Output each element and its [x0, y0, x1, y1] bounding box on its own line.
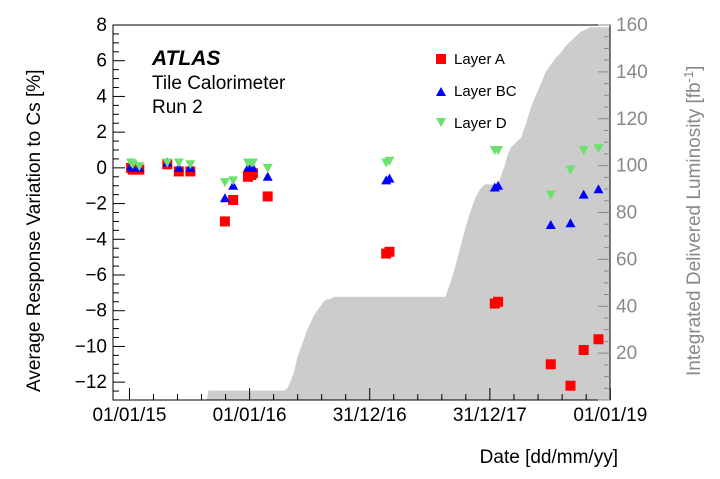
data-point-layer-bc: [219, 193, 230, 203]
data-point-layer-bc: [493, 180, 504, 190]
legend-label-layer-d: Layer D: [454, 115, 507, 132]
data-point-layer-a: [578, 345, 589, 355]
data-point-layer-bc: [384, 173, 395, 183]
legend-label-layer-bc: Layer BC: [454, 83, 517, 100]
data-point-layer-a: [262, 191, 273, 202]
legend: Layer A Layer BC Layer D: [436, 51, 517, 132]
data-point-layer-a: [247, 168, 258, 179]
x-tick-label: 31/12/16: [333, 405, 407, 426]
data-point-layer-d: [565, 165, 576, 175]
y-tick-label: −6: [85, 265, 107, 286]
data-point-layer-d: [228, 176, 239, 186]
data-points: [126, 144, 604, 391]
y2-axis-title: Integrated Delivered Luminosity [fb-1]: [681, 66, 705, 376]
x-tick-label: 01/01/16: [213, 405, 287, 426]
y-tick-label: −12: [75, 372, 107, 393]
luminosity-area: [113, 27, 610, 401]
y2-tick-label: 60: [616, 249, 637, 270]
y-tick-label: 4: [96, 86, 107, 107]
data-point-layer-d: [173, 158, 184, 168]
y-tick-label: −4: [85, 229, 107, 250]
legend-marker-layer-d: [436, 118, 446, 127]
y2-tick-label: 140: [616, 62, 648, 83]
data-point-layer-bc: [545, 220, 556, 229]
y2-axis-title-main: Integrated Delivered Luminosity [fb: [684, 82, 705, 376]
data-point-layer-bc: [565, 218, 576, 228]
y2-tick-label: 40: [616, 296, 637, 317]
data-point-layer-d: [384, 156, 395, 166]
data-point-layer-bc: [578, 189, 589, 199]
legend-marker-layer-a: [436, 54, 446, 64]
data-point-layer-bc: [593, 184, 604, 194]
data-point-layer-d: [593, 144, 604, 154]
data-point-layer-d: [185, 160, 196, 170]
axis-ticks: 86420−2−4−6−8−10−12204060801001201401600…: [75, 15, 648, 426]
legend-label-layer-a: Layer A: [454, 51, 505, 68]
data-point-layer-d: [578, 146, 589, 155]
y-tick-label: 8: [96, 15, 107, 36]
y2-tick-label: 80: [616, 203, 637, 224]
data-point-layer-d: [219, 178, 230, 188]
data-point-layer-d: [262, 163, 273, 173]
data-point-layer-a: [565, 380, 576, 391]
y-tick-label: 2: [96, 122, 107, 143]
data-point-layer-a: [493, 296, 504, 307]
y2-tick-label: 100: [616, 156, 648, 177]
x-axis-title: Date [dd/mm/yy]: [480, 447, 618, 468]
x-tick-label: 01/01/15: [92, 405, 166, 426]
y2-tick-label: 160: [616, 15, 648, 36]
data-point-layer-d: [493, 146, 504, 155]
data-point-layer-a: [228, 195, 239, 205]
y2-axis-title-close: ]: [684, 66, 705, 71]
y-tick-label: 0: [96, 158, 107, 179]
data-point-layer-d: [545, 190, 556, 200]
y-tick-label: 6: [96, 51, 107, 72]
y-axis-title: Average Response Variation to Cs [%]: [24, 70, 45, 392]
legend-marker-layer-bc: [436, 87, 446, 96]
data-point-layer-d: [162, 158, 173, 168]
luminosity-layer: [113, 27, 610, 401]
x-tick-label: 31/12/17: [453, 405, 527, 426]
y2-tick-label: 120: [616, 109, 648, 130]
data-point-layer-d: [247, 158, 258, 168]
data-point-layer-a: [384, 246, 395, 257]
y-tick-label: −8: [85, 301, 107, 322]
data-point-layer-bc: [262, 171, 273, 181]
y-tick-label: −10: [75, 336, 107, 357]
x-tick-label: 01/01/19: [573, 405, 647, 426]
y-tick-label: −2: [85, 194, 107, 215]
annotation-run: Run 2: [152, 97, 203, 118]
data-point-layer-a: [219, 216, 230, 227]
data-point-layer-a: [593, 334, 604, 345]
data-point-layer-a: [545, 359, 556, 370]
y2-axis-title-superscript: -1: [681, 71, 696, 83]
annotation-detector: Tile Calorimeter: [152, 73, 286, 94]
atlas-label: ATLAS: [151, 47, 220, 70]
data-point-layer-d: [134, 162, 145, 172]
y2-tick-label: 20: [616, 343, 637, 364]
